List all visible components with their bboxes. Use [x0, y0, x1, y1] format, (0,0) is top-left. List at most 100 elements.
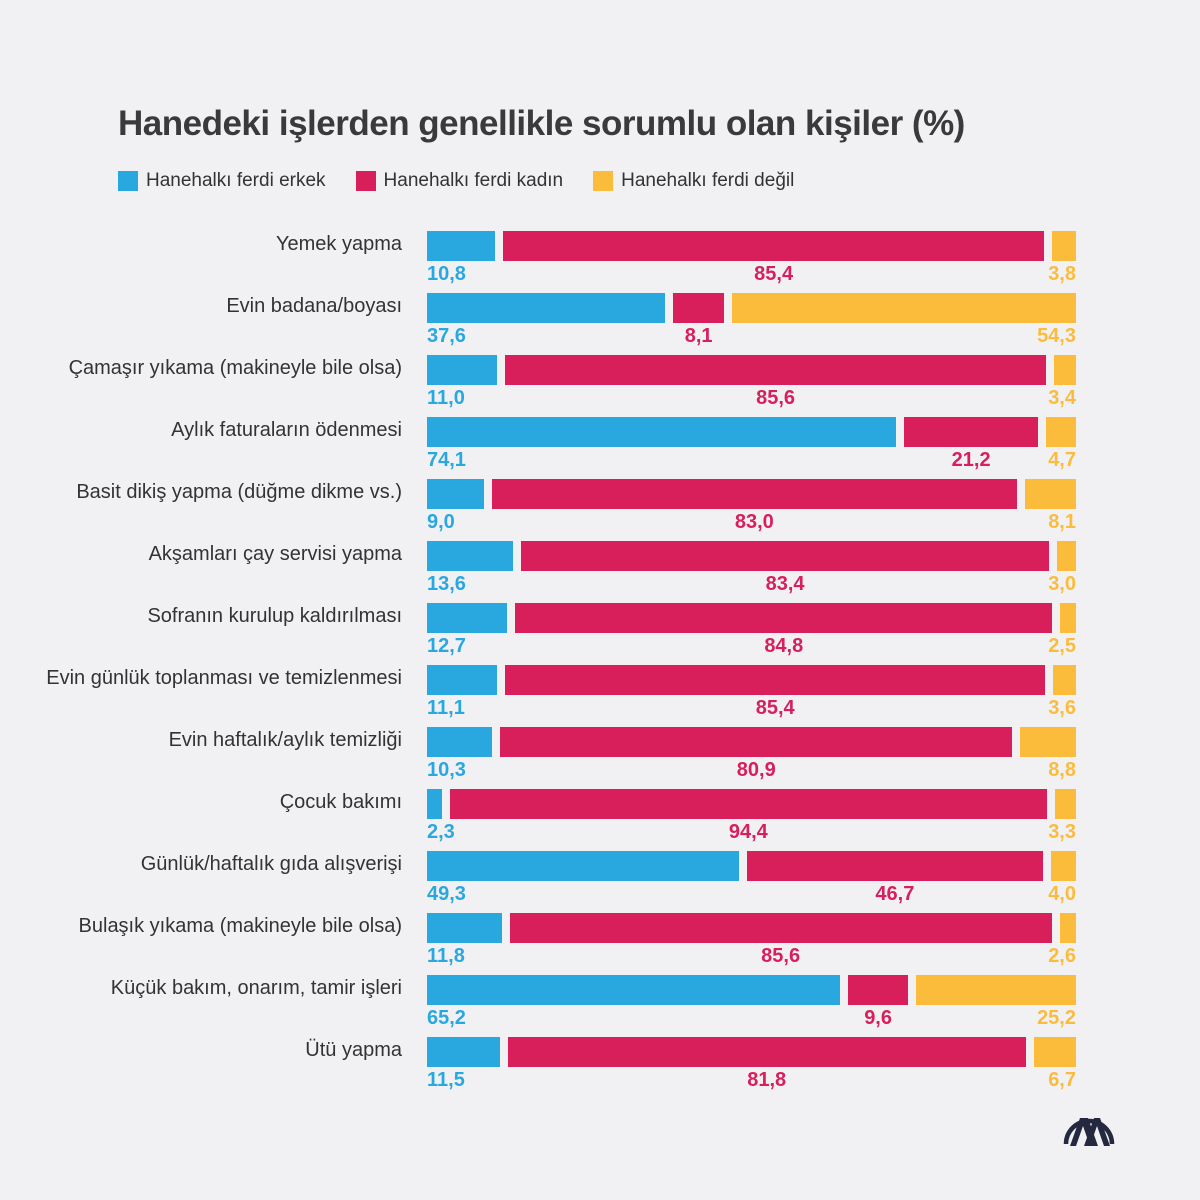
value-label: 2,3 [427, 821, 455, 843]
bar-segment [509, 913, 1052, 943]
value-label: 11,8 [427, 945, 465, 967]
bar-segment [427, 1037, 500, 1067]
value-label: 9,0 [427, 511, 455, 533]
bar-segment [1053, 665, 1076, 695]
bar-segment [1059, 913, 1076, 943]
bar-segment [732, 293, 1076, 323]
value-label: 2,5 [1048, 635, 1076, 657]
value-label: 25,2 [1037, 1007, 1076, 1029]
value-label: 11,1 [427, 697, 465, 719]
category-label: Evin günlük toplanması ve temizlenmesi [46, 667, 402, 689]
category-label: Günlük/haftalık gıda alışverişi [140, 853, 402, 875]
bar-segment [1057, 541, 1076, 571]
bar-segment [449, 789, 1048, 819]
bar-segment [427, 975, 840, 1005]
value-label: 65,2 [427, 1007, 466, 1029]
value-label: 3,0 [1048, 573, 1076, 595]
value-label: 37,6 [427, 325, 466, 347]
bar-segment [427, 913, 502, 943]
value-label: 46,7 [875, 883, 915, 905]
bar-segment [427, 479, 484, 509]
bar-segment [507, 1037, 1026, 1067]
bar-segment [427, 417, 897, 447]
bar-segment [1055, 789, 1076, 819]
bar-segment [427, 789, 442, 819]
legend-label: Hanehalkı ferdi kadın [383, 170, 564, 191]
value-label: 81,8 [747, 1069, 787, 1091]
bar-segment [747, 851, 1043, 881]
value-label: 21,2 [951, 449, 991, 471]
value-label: 6,7 [1048, 1069, 1076, 1091]
chart-title: Hanedeki işlerden genellikle sorumlu ola… [118, 104, 965, 143]
bar-segment [491, 479, 1017, 509]
value-label: 80,9 [736, 759, 776, 781]
bar-segment [427, 851, 740, 881]
category-label: Akşamları çay servisi yapma [148, 543, 402, 565]
value-label: 8,8 [1048, 759, 1076, 781]
bar-segment [427, 293, 665, 323]
value-label: 4,0 [1048, 883, 1076, 905]
category-label: Çocuk bakımı [279, 791, 402, 813]
bar-segment [1024, 479, 1076, 509]
value-label: 4,7 [1048, 449, 1076, 471]
value-label: 3,8 [1048, 263, 1076, 285]
legend-item-erkek: Hanehalkı ferdi erkek [118, 170, 326, 192]
value-label: 2,6 [1048, 945, 1076, 967]
category-label: Bulaşık yıkama (makineyle bile olsa) [78, 915, 402, 937]
value-label: 49,3 [427, 883, 466, 905]
value-label: 94,4 [728, 821, 768, 843]
value-label: 84,8 [764, 635, 804, 657]
value-label: 85,6 [756, 387, 796, 409]
legend: Hanehalkı ferdi erkek Hanehalkı ferdi ka… [118, 170, 794, 192]
bar-segment [427, 603, 508, 633]
bar-segment [515, 603, 1053, 633]
value-label: 11,5 [427, 1069, 465, 1091]
bar-segment [427, 355, 497, 385]
value-label: 13,6 [427, 573, 466, 595]
category-label: Sofranın kurulup kaldırılması [147, 605, 402, 627]
legend-item-degil: Hanehalkı ferdi değil [593, 170, 794, 192]
bar-segment [427, 727, 493, 757]
bar-segment [504, 355, 1047, 385]
bar-segment [1054, 355, 1076, 385]
value-label: 85,6 [761, 945, 801, 967]
bar-segment [904, 417, 1039, 447]
category-label: Evin haftalık/aylık temizliği [168, 729, 402, 751]
legend-label: Hanehalkı ferdi değil [621, 170, 795, 191]
value-label: 8,1 [684, 325, 713, 347]
value-label: 85,4 [754, 263, 794, 285]
bar-segment [505, 665, 1046, 695]
legend-swatch [593, 171, 614, 191]
category-label: Aylık faturaların ödenmesi [171, 419, 402, 441]
bar-segment [1050, 851, 1076, 881]
bar-segment [1046, 417, 1076, 447]
value-label: 3,6 [1048, 697, 1076, 719]
bar-segment [427, 231, 496, 261]
bar-segment [503, 231, 1044, 261]
value-label: 3,4 [1048, 387, 1076, 409]
value-label: 74,1 [427, 449, 466, 471]
bar-segment [427, 665, 498, 695]
legend-swatch [118, 171, 138, 191]
bar-segment [1051, 231, 1076, 261]
bar-segment [916, 975, 1076, 1005]
value-label: 83,4 [765, 573, 805, 595]
value-label: 11,0 [427, 387, 465, 409]
category-label: Yemek yapma [276, 233, 402, 255]
value-label: 54,3 [1037, 325, 1076, 347]
value-label: 8,1 [1048, 511, 1076, 533]
value-label: 85,4 [755, 697, 795, 719]
value-label: 12,7 [427, 635, 466, 657]
category-label: Evin badana/boyası [226, 295, 402, 317]
aa-logo [1063, 1118, 1115, 1146]
bar-segment [673, 293, 725, 323]
value-label: 10,8 [427, 263, 466, 285]
value-label: 83,0 [734, 511, 774, 533]
value-label: 9,6 [864, 1007, 892, 1029]
legend-swatch [355, 171, 376, 191]
bar-segment [521, 541, 1049, 571]
bar-segment [1060, 603, 1076, 633]
bar-segment [1020, 727, 1076, 757]
category-label: Küçük bakım, onarım, tamir işleri [110, 977, 402, 999]
legend-label: Hanehalkı ferdi erkek [146, 170, 326, 191]
